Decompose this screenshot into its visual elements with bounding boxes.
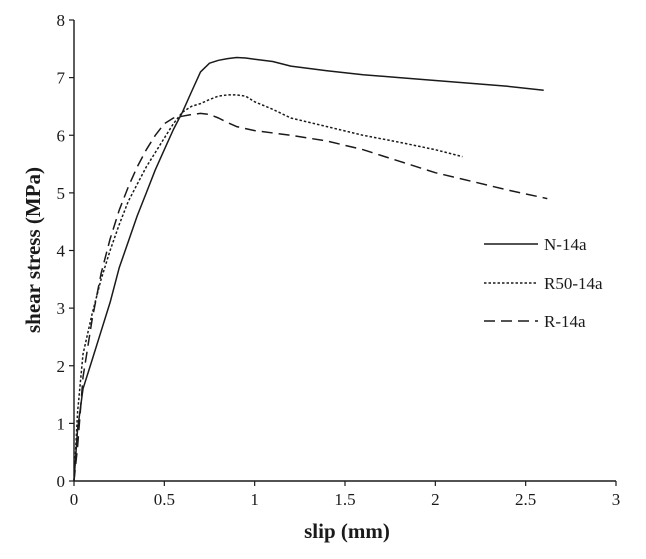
x-tick-label: 3 xyxy=(612,490,621,509)
y-tick-label: 0 xyxy=(57,472,66,491)
y-tick-label: 6 xyxy=(57,126,66,145)
y-tick-label: 8 xyxy=(57,11,66,30)
y-tick-label: 7 xyxy=(57,69,66,88)
x-axis-title: slip (mm) xyxy=(304,519,390,543)
legend-label-3: R-14a xyxy=(544,312,586,331)
series-line-3 xyxy=(73,112,548,482)
x-ticks: 0 0.5 1 1.5 2 2.5 3 xyxy=(70,481,621,509)
x-tick-label: 0 xyxy=(70,490,79,509)
y-tick-label: 1 xyxy=(57,414,66,433)
legend-label-1: N-14a xyxy=(544,235,587,254)
x-tick-label: 1.5 xyxy=(334,490,355,509)
y-ticks: 0 1 2 3 4 5 6 7 8 xyxy=(57,11,74,491)
legend-label-2: R50-14a xyxy=(544,274,603,293)
y-tick-label: 3 xyxy=(57,299,66,318)
series-line-2 xyxy=(73,94,463,482)
x-tick-label: 0.5 xyxy=(154,490,175,509)
x-tick-label: 2.5 xyxy=(515,490,536,509)
x-tick-label: 2 xyxy=(431,490,440,509)
y-tick-label: 5 xyxy=(57,184,66,203)
y-tick-label: 2 xyxy=(57,357,66,376)
legend: N-14a R50-14a R-14a xyxy=(484,235,603,331)
y-axis-title: shear stress (MPa) xyxy=(21,167,45,333)
x-tick-label: 1 xyxy=(250,490,259,509)
series-line-1 xyxy=(73,56,544,482)
y-tick-label: 4 xyxy=(57,242,66,261)
series-layer xyxy=(73,56,548,482)
